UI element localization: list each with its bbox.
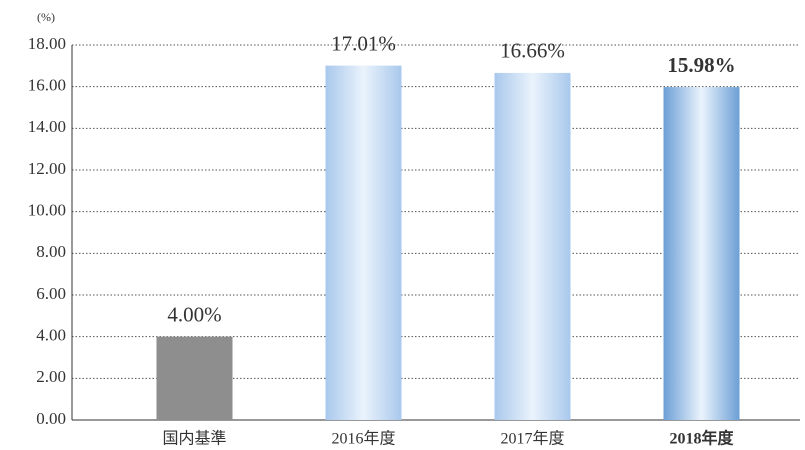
x-tick-label: 2017年度 bbox=[500, 430, 564, 448]
bar bbox=[663, 87, 740, 420]
y-tick-label: 4.00 bbox=[36, 326, 66, 345]
value-label: 16.66% bbox=[500, 39, 565, 63]
value-label: 4.00% bbox=[167, 302, 221, 326]
y-tick-label: 14.00 bbox=[28, 117, 66, 136]
y-tick-label: 10.00 bbox=[28, 201, 66, 220]
value-label: 17.01% bbox=[331, 31, 396, 55]
y-tick-label: 2.00 bbox=[36, 367, 66, 386]
x-tick-label: 2018年度 bbox=[669, 429, 734, 448]
y-tick-label: 8.00 bbox=[36, 242, 66, 261]
x-tick-label: 2016年度 bbox=[331, 430, 395, 448]
y-tick-label: 18.00 bbox=[28, 34, 66, 53]
bar bbox=[494, 72, 571, 421]
y-tick-label: 12.00 bbox=[28, 159, 66, 178]
value-label: 15.98% bbox=[667, 53, 735, 77]
y-unit-label: (%) bbox=[37, 10, 55, 24]
y-tick-label: 16.00 bbox=[28, 76, 66, 95]
x-tick-label: 国内基準 bbox=[162, 430, 226, 448]
bar bbox=[325, 65, 402, 420]
y-tick-label: 0.00 bbox=[36, 409, 66, 428]
y-tick-label: 6.00 bbox=[36, 284, 66, 303]
bar bbox=[156, 336, 233, 420]
